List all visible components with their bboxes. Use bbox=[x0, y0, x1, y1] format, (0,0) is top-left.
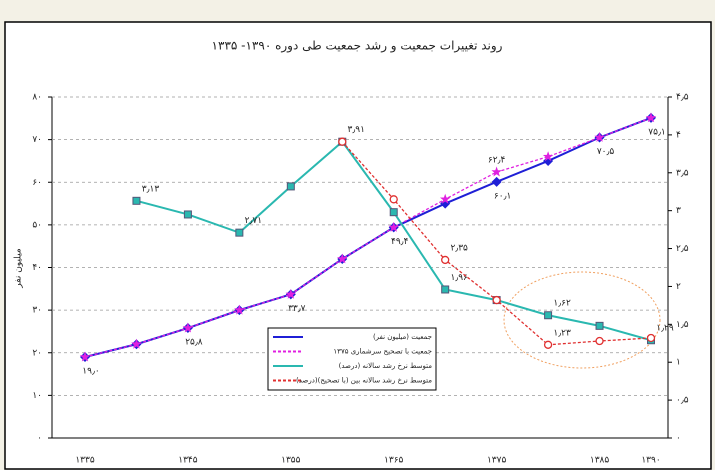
marker bbox=[440, 193, 451, 204]
series-line bbox=[84, 117, 652, 358]
marker bbox=[594, 132, 605, 142]
legend-label: جمعیت با تصحیح سرشماری ۱۳۷۵ bbox=[333, 348, 432, 356]
x-tick-label: ۱۳۴۵ bbox=[178, 456, 198, 466]
y-tick-label: ۰ bbox=[37, 434, 42, 444]
marker bbox=[595, 336, 604, 346]
marker bbox=[286, 182, 295, 191]
marker bbox=[388, 221, 399, 232]
marker bbox=[183, 210, 192, 219]
y2-tick-label: ۴ bbox=[676, 130, 681, 140]
marker bbox=[542, 151, 554, 162]
data-label: ۱٫۶۲ bbox=[553, 299, 571, 309]
y-tick-label: ۶۰ bbox=[32, 178, 42, 188]
legend-label: متوسط نرخ رشد سالانه (درصد) bbox=[339, 362, 433, 370]
highlight-ellipse bbox=[503, 271, 661, 369]
marker bbox=[646, 333, 656, 343]
marker bbox=[491, 176, 502, 187]
x-tick-label: ۱۳۸۵ bbox=[590, 456, 610, 466]
legend-label: متوسط نرخ رشد سالانه بین (با تصحیح)(درصد… bbox=[296, 377, 432, 385]
legend-label: جمعیت (میلیون نفر) bbox=[373, 333, 432, 341]
marker bbox=[338, 137, 347, 146]
y2-tick-label: ۰ bbox=[676, 434, 681, 444]
x-tick-label: ۱۳۳۵ bbox=[75, 456, 95, 466]
data-label: ۳۳٫۷ bbox=[288, 304, 306, 314]
y-tick-label: ۱۰ bbox=[32, 391, 42, 401]
x-tick-label: ۱۳۷۵ bbox=[487, 456, 507, 466]
data-label: ۴۹٫۴ bbox=[391, 237, 409, 247]
data-label: ۳٫۱۳ bbox=[142, 184, 160, 194]
chart-title: روند تغییرات جمعیت و رشد جمعیت طی دوره ۱… bbox=[212, 39, 503, 54]
data-label: ۳٫۹۱ bbox=[348, 125, 365, 135]
data-label: ۶۰٫۱ bbox=[494, 191, 511, 201]
y2-tick-label: ۱٫۵ bbox=[676, 320, 689, 330]
marker bbox=[389, 208, 398, 217]
marker bbox=[389, 195, 398, 204]
marker bbox=[235, 228, 244, 237]
marker bbox=[440, 198, 451, 209]
marker bbox=[234, 304, 245, 315]
marker bbox=[441, 255, 450, 265]
marker bbox=[337, 253, 348, 264]
y2-tick-label: ۳٫۵ bbox=[676, 168, 689, 178]
data-label: ۶۲٫۴ bbox=[488, 156, 506, 166]
marker bbox=[645, 112, 657, 123]
y2-tick-label: ۰٫۵ bbox=[676, 396, 689, 406]
y2-tick-label: ۴٫۵ bbox=[676, 93, 689, 103]
data-label: ۲۵٫۸ bbox=[185, 338, 203, 348]
data-label: ۲٫۳۵ bbox=[450, 243, 468, 253]
marker bbox=[131, 338, 142, 349]
y-tick-label: ۸۰ bbox=[32, 93, 42, 103]
x-tick-label: ۱۳۹۰ bbox=[641, 456, 660, 466]
data-label: ۷۰٫۵ bbox=[597, 147, 615, 157]
x-tick-label: ۱۳۵۵ bbox=[281, 456, 301, 466]
y2-tick-label: ۱ bbox=[676, 358, 681, 368]
y2-tick-label: ۲٫۵ bbox=[676, 244, 689, 254]
marker bbox=[285, 288, 296, 299]
x-tick-label: ۱۳۶۵ bbox=[384, 456, 404, 466]
y-tick-label: ۵۰ bbox=[32, 220, 42, 230]
y-tick-label: ۲۰ bbox=[32, 348, 42, 358]
y2-tick-label: ۲ bbox=[676, 282, 681, 292]
marker bbox=[79, 351, 91, 362]
marker bbox=[441, 285, 450, 294]
data-label: ۲٫۷۱ bbox=[245, 216, 262, 226]
chart-frame bbox=[4, 21, 712, 470]
marker bbox=[492, 295, 501, 305]
data-label: ۱٫۹۶ bbox=[450, 273, 468, 283]
marker bbox=[132, 196, 141, 205]
marker bbox=[595, 321, 604, 330]
marker bbox=[544, 311, 553, 320]
y-tick-label: ۷۰ bbox=[32, 135, 42, 145]
data-label: ۱٫۲۳ bbox=[553, 328, 571, 338]
y2-tick-label: ۳ bbox=[676, 206, 681, 216]
y-tick-label: ۳۰ bbox=[32, 306, 42, 316]
marker bbox=[543, 155, 554, 166]
y-tick-label: ۴۰ bbox=[32, 263, 42, 273]
data-label: ۷۵٫۱ bbox=[648, 127, 665, 137]
marker bbox=[182, 322, 194, 333]
data-label: ۱۹٫۰ bbox=[82, 367, 99, 377]
marker bbox=[543, 340, 553, 349]
data-label: ۱٫۲۹ bbox=[656, 324, 674, 334]
marker bbox=[491, 166, 502, 177]
y-axis-label: میلیون نفر bbox=[14, 248, 24, 289]
